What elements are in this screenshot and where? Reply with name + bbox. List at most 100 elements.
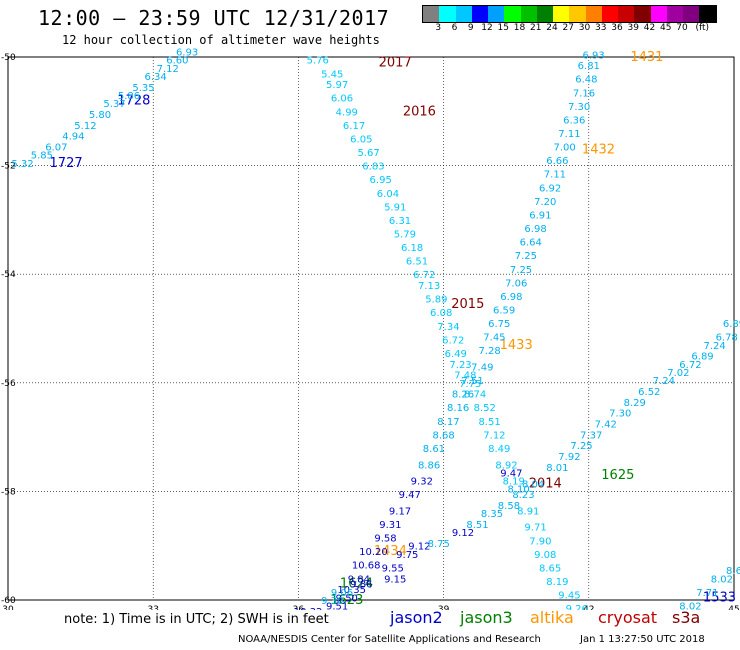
swh-value-label: 8.02 bbox=[679, 601, 701, 610]
swh-value-label: 6.07 bbox=[45, 143, 67, 154]
swh-value-label: 6.05 bbox=[350, 134, 372, 145]
track-id-label: 1728 bbox=[117, 93, 150, 108]
colorbar-swatch bbox=[423, 6, 440, 22]
track-id-label: 2016 bbox=[403, 104, 436, 119]
swh-value-label: 7.23 bbox=[449, 360, 471, 371]
swh-value-label: 9.58 bbox=[374, 534, 396, 545]
swh-value-label: 8.52 bbox=[474, 403, 496, 414]
swh-value-label: 9.47 bbox=[399, 490, 421, 501]
swh-value-label: 6.04 bbox=[377, 189, 399, 200]
swh-value-label: 7.51 bbox=[462, 376, 484, 387]
x-tick-label: 36 bbox=[293, 605, 305, 610]
swh-value-label: 6.08 bbox=[430, 308, 452, 319]
swh-value-label: 10.20 bbox=[359, 547, 388, 558]
colorbar-swatch bbox=[520, 6, 537, 22]
colorbar bbox=[422, 5, 717, 23]
swh-value-label: 5.35 bbox=[132, 83, 154, 94]
swh-value-label: 9.26 bbox=[566, 604, 588, 610]
x-tick-label: 45 bbox=[728, 605, 739, 610]
credit-text: NOAA/NESDIS Center for Satellite Applica… bbox=[238, 634, 541, 645]
swh-value-label: 6.72 bbox=[442, 335, 464, 346]
swh-value-label: 7.24 bbox=[704, 341, 726, 352]
swh-value-label: 5.89 bbox=[425, 295, 447, 306]
swh-value-label: 7.00 bbox=[553, 143, 575, 154]
colorbar-swatch bbox=[666, 6, 683, 22]
swh-value-label: 7.30 bbox=[609, 409, 631, 420]
colorbar-label: 6 bbox=[451, 23, 458, 33]
swh-value-label: 6.89 bbox=[691, 352, 713, 363]
legend-item-jason3: jason3 bbox=[460, 608, 513, 627]
footer-note: note: 1) Time is in UTC; 2) SWH is in fe… bbox=[64, 612, 329, 627]
track-id-label: 2015 bbox=[451, 297, 484, 312]
swh-value-label: 7.20 bbox=[534, 197, 556, 208]
swh-value-label: 9.32 bbox=[411, 477, 433, 488]
swh-value-label: 8.51 bbox=[466, 520, 488, 531]
swh-value-label: 8.10 bbox=[507, 485, 529, 496]
swh-value-label: 6.95 bbox=[370, 175, 392, 186]
swh-value-label: 10.32 bbox=[294, 607, 323, 610]
colorbar-label: 39 bbox=[627, 23, 639, 33]
swh-value-label: 9.71 bbox=[524, 523, 546, 534]
swh-value-label: 8.51 bbox=[478, 417, 500, 428]
swh-value-label: 7.92 bbox=[558, 452, 580, 463]
swh-value-label: 6.66 bbox=[546, 156, 568, 167]
swh-value-label: 10.68 bbox=[352, 561, 381, 572]
swh-value-label: 7.24 bbox=[653, 376, 675, 387]
swh-value-label: 5.79 bbox=[394, 229, 416, 240]
swh-value-label: 8.19 bbox=[546, 577, 568, 588]
swh-value-label: 5.67 bbox=[357, 148, 379, 159]
track-id-label: 1434 bbox=[374, 544, 407, 559]
colorbar-swatch bbox=[504, 6, 521, 22]
track-id-label: 1533 bbox=[703, 590, 736, 605]
colorbar-label: (ft) bbox=[695, 23, 710, 33]
swh-value-label: 7.48 bbox=[454, 371, 476, 382]
swh-value-label: 9.45 bbox=[558, 591, 580, 602]
legend-item-jason2: jason2 bbox=[390, 608, 443, 627]
colorbar-swatch bbox=[553, 6, 570, 22]
swh-value-label: 9.47 bbox=[500, 468, 522, 479]
swh-value-label: 9.86 bbox=[350, 580, 372, 591]
swh-value-label: 9.12 bbox=[452, 528, 474, 539]
swh-value-label: 9.08 bbox=[534, 550, 556, 561]
swh-value-label: 7.25 bbox=[510, 265, 532, 276]
swh-value-label: 7.30 bbox=[568, 102, 590, 113]
x-tick-label: 33 bbox=[147, 605, 158, 610]
page-title: 12:00 – 23:59 UTC 12/31/2017 bbox=[38, 6, 390, 30]
swh-value-label: 8.65 bbox=[539, 563, 561, 574]
swh-value-label: 8.61 bbox=[423, 444, 445, 455]
swh-value-label: 6.83 bbox=[362, 162, 384, 173]
swh-value-label: 7.34 bbox=[437, 322, 459, 333]
swh-value-label: 6.78 bbox=[716, 333, 738, 344]
track-id-label: 1727 bbox=[50, 156, 83, 171]
swh-value-label: 9.12 bbox=[408, 542, 430, 553]
colorbar-label: 3 bbox=[435, 23, 442, 33]
swh-value-label: 4.94 bbox=[62, 132, 84, 143]
swh-value-label: 6.64 bbox=[520, 238, 542, 249]
track-id-label: 2014 bbox=[529, 476, 562, 491]
swh-value-label: 6.91 bbox=[529, 210, 551, 221]
legend-item-altika: altika bbox=[530, 608, 574, 627]
colorbar-label: 21 bbox=[530, 23, 542, 33]
swh-value-label: 6.75 bbox=[488, 319, 510, 330]
y-tick-label: -58 bbox=[1, 487, 16, 497]
generated-timestamp: Jan 1 13:27:50 UTC 2018 bbox=[580, 634, 705, 645]
swh-value-label: 8.49 bbox=[488, 444, 510, 455]
swh-value-label: 6.18 bbox=[401, 243, 423, 254]
y-tick-label: -54 bbox=[1, 270, 16, 280]
swh-value-label: 8.19 bbox=[503, 477, 525, 488]
y-tick-label: -52 bbox=[1, 162, 16, 172]
swh-value-label: 6.72 bbox=[679, 360, 701, 371]
colorbar-labels: 3 6 9 12 15 18 21 24 27 30 33 36 39 42 45 70 (ft) bbox=[422, 23, 727, 35]
swh-value-label: 7.25 bbox=[515, 251, 537, 262]
track-id-label: 1432 bbox=[582, 142, 615, 157]
colorbar-label: 18 bbox=[513, 23, 526, 33]
swh-value-label: 6.51 bbox=[406, 257, 428, 268]
swh-value-label: 8.16 bbox=[447, 403, 469, 414]
swh-value-label: 7.45 bbox=[483, 333, 505, 344]
swh-value-label: 5.32 bbox=[11, 159, 33, 170]
x-tick-label: 42 bbox=[583, 605, 594, 610]
swh-value-label: 8.23 bbox=[512, 490, 534, 501]
swh-value-label: 9.15 bbox=[384, 574, 406, 585]
swh-value-label: 7.12 bbox=[483, 430, 505, 441]
swh-value-label: 6.36 bbox=[563, 115, 585, 126]
